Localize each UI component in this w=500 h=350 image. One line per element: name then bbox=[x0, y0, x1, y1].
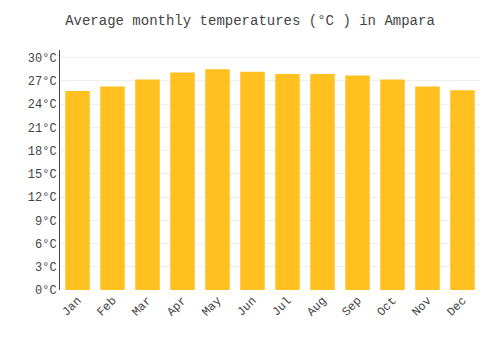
svg-text:24°C: 24°C bbox=[28, 98, 57, 112]
svg-text:30°C: 30°C bbox=[28, 52, 57, 66]
svg-text:Jan: Jan bbox=[59, 294, 84, 319]
svg-text:May: May bbox=[199, 294, 224, 319]
svg-text:0°C: 0°C bbox=[35, 284, 57, 298]
svg-text:Oct: Oct bbox=[374, 294, 399, 319]
svg-text:Aug: Aug bbox=[304, 294, 329, 319]
svg-text:Sep: Sep bbox=[339, 294, 364, 319]
svg-text:27°C: 27°C bbox=[28, 75, 57, 89]
svg-text:Apr: Apr bbox=[164, 294, 189, 319]
svg-text:12°C: 12°C bbox=[28, 191, 57, 205]
svg-text:18°C: 18°C bbox=[28, 145, 57, 159]
svg-text:Dec: Dec bbox=[444, 294, 469, 319]
svg-text:Mar: Mar bbox=[129, 294, 154, 319]
svg-text:15°C: 15°C bbox=[28, 168, 57, 182]
svg-text:Average monthly temperatures (: Average monthly temperatures (°C ) in Am… bbox=[65, 13, 435, 29]
svg-text:Jul: Jul bbox=[269, 294, 294, 319]
svg-text:6°C: 6°C bbox=[35, 238, 57, 252]
svg-text:Jun: Jun bbox=[234, 294, 259, 319]
svg-text:21°C: 21°C bbox=[28, 122, 57, 136]
svg-text:9°C: 9°C bbox=[35, 215, 57, 229]
svg-text:Nov: Nov bbox=[409, 294, 434, 319]
svg-text:3°C: 3°C bbox=[35, 261, 57, 275]
svg-text:Feb: Feb bbox=[94, 294, 119, 319]
